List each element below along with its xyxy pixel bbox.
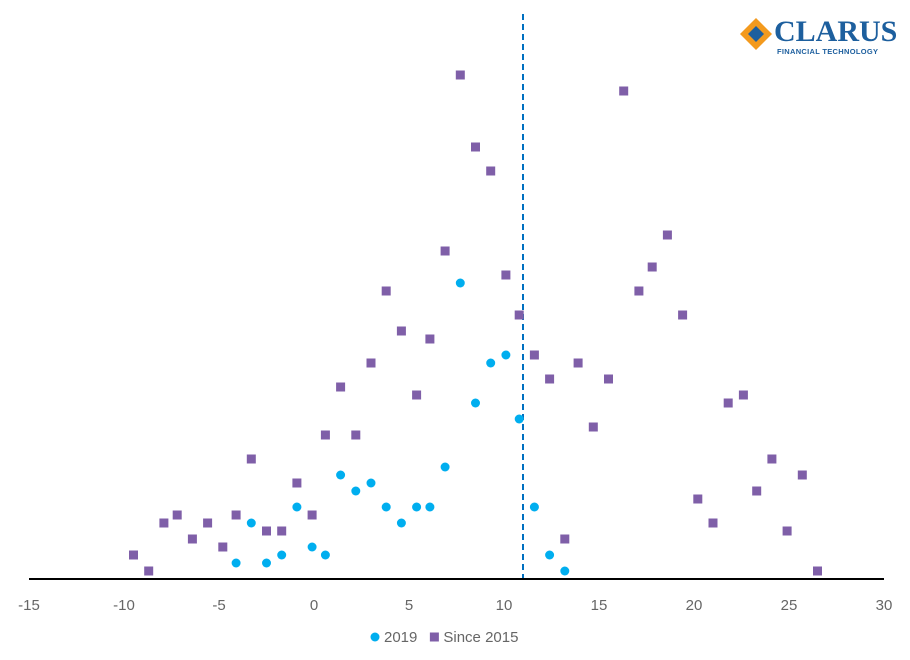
point bbox=[412, 502, 422, 512]
point bbox=[366, 478, 376, 488]
point bbox=[425, 334, 435, 344]
point bbox=[708, 518, 718, 528]
point bbox=[723, 398, 733, 408]
point bbox=[604, 374, 613, 384]
point bbox=[588, 422, 598, 432]
point bbox=[144, 566, 154, 576]
point bbox=[336, 382, 346, 392]
x-tick-label: -10 bbox=[113, 597, 135, 614]
point bbox=[647, 262, 657, 272]
point bbox=[501, 350, 511, 360]
point bbox=[560, 566, 570, 576]
point bbox=[129, 550, 138, 560]
point bbox=[396, 326, 406, 336]
point bbox=[662, 230, 672, 240]
legend-marker bbox=[429, 632, 439, 642]
point bbox=[277, 526, 287, 536]
point bbox=[678, 310, 688, 320]
point bbox=[501, 270, 511, 280]
point bbox=[218, 542, 228, 552]
point bbox=[767, 454, 777, 464]
point bbox=[159, 518, 169, 528]
x-tick-label: 0 bbox=[310, 597, 318, 614]
point bbox=[738, 390, 748, 400]
point bbox=[351, 486, 361, 496]
point bbox=[231, 558, 241, 568]
logo-tagline: FINANCIAL TECHNOLOGY bbox=[777, 47, 878, 56]
x-tick-label: -5 bbox=[212, 597, 225, 614]
point bbox=[514, 414, 524, 424]
legend-label: 2019 bbox=[384, 629, 417, 646]
legend-marker bbox=[370, 632, 380, 642]
point bbox=[486, 358, 496, 368]
point bbox=[381, 502, 391, 512]
point bbox=[277, 550, 287, 560]
x-tick-label: 5 bbox=[405, 597, 413, 614]
point bbox=[619, 86, 629, 96]
point bbox=[529, 350, 539, 360]
point bbox=[292, 478, 302, 488]
point bbox=[320, 550, 330, 560]
point bbox=[336, 470, 346, 480]
point bbox=[351, 430, 361, 440]
point bbox=[797, 470, 807, 480]
point bbox=[412, 390, 422, 400]
point bbox=[471, 398, 480, 408]
point bbox=[545, 374, 555, 384]
point bbox=[320, 430, 330, 440]
point bbox=[752, 486, 762, 496]
point bbox=[307, 542, 317, 552]
point bbox=[396, 518, 406, 528]
point bbox=[573, 358, 583, 368]
point bbox=[203, 518, 213, 528]
point bbox=[455, 278, 465, 288]
point bbox=[172, 510, 182, 520]
logo: CLARUS FINANCIAL TECHNOLOGY bbox=[740, 15, 897, 56]
point bbox=[187, 534, 197, 544]
point bbox=[246, 454, 256, 464]
logo-name: CLARUS bbox=[774, 15, 897, 48]
point bbox=[366, 358, 376, 368]
x-tick-label: 20 bbox=[686, 597, 703, 614]
point bbox=[440, 246, 450, 256]
point bbox=[246, 518, 256, 528]
x-tick-label: -15 bbox=[18, 597, 40, 614]
point bbox=[634, 286, 644, 296]
point bbox=[425, 502, 435, 512]
point bbox=[486, 166, 496, 176]
x-tick-label: 25 bbox=[781, 597, 798, 614]
point bbox=[545, 550, 555, 560]
point bbox=[693, 494, 703, 504]
x-tick-label: 10 bbox=[496, 597, 513, 614]
point bbox=[471, 142, 480, 152]
point bbox=[455, 70, 465, 80]
x-tick-label: 30 bbox=[876, 597, 893, 614]
point bbox=[514, 310, 524, 320]
point bbox=[529, 502, 539, 512]
logo-icon-inner bbox=[748, 26, 764, 42]
x-tick-label: 15 bbox=[591, 597, 608, 614]
point bbox=[262, 526, 271, 536]
point bbox=[307, 510, 317, 520]
point bbox=[292, 502, 302, 512]
point bbox=[231, 510, 241, 520]
point bbox=[813, 566, 822, 576]
point bbox=[381, 286, 391, 296]
point bbox=[782, 526, 792, 536]
point bbox=[560, 534, 570, 544]
legend-label: Since 2015 bbox=[443, 629, 518, 646]
point bbox=[262, 558, 271, 568]
point bbox=[440, 462, 450, 472]
